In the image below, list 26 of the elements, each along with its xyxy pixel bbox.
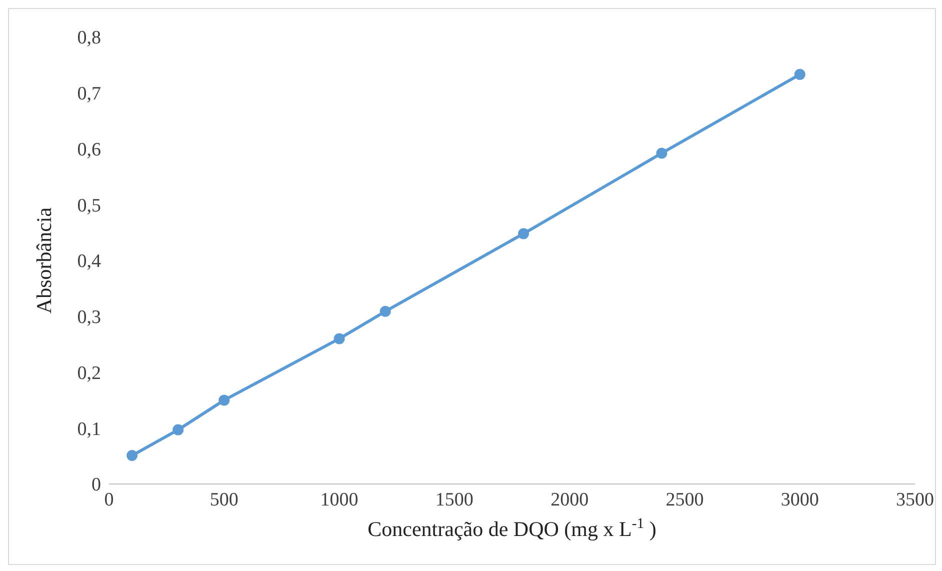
- x-tick-label: 1000: [320, 489, 358, 510]
- x-tick-label: 500: [210, 489, 238, 510]
- point: [794, 68, 806, 80]
- y-tick-label: 0,2: [77, 362, 101, 384]
- point: [656, 148, 668, 159]
- y-tick-label: 0: [92, 474, 101, 496]
- x-tick-label: 3500: [896, 489, 934, 510]
- point: [218, 394, 230, 406]
- y-tick-label: 0,4: [77, 251, 102, 272]
- y-tick-label: 0,3: [77, 307, 101, 328]
- y-tick-label: 0,8: [77, 28, 101, 49]
- y-tick-label: 0,6: [77, 139, 101, 160]
- x-tick-label: 3000: [780, 489, 819, 510]
- point: [126, 450, 138, 462]
- y-tick-label: 0,5: [77, 195, 101, 216]
- x-axis-title: Concentração de DQO (mg x L$^{-1}$ ): [368, 516, 656, 541]
- point: [518, 228, 530, 240]
- x-tick-label: 2500: [666, 489, 704, 510]
- x-tick-label: 1500: [435, 489, 474, 510]
- y-tick-label: 0,1: [77, 418, 101, 440]
- x-tick-label: 2000: [550, 489, 589, 510]
- y-axis-title: Absorbância: [32, 206, 56, 314]
- point: [172, 424, 184, 436]
- y-tick-label: 0,7: [77, 84, 101, 105]
- point: [334, 333, 345, 344]
- point: [380, 306, 391, 317]
